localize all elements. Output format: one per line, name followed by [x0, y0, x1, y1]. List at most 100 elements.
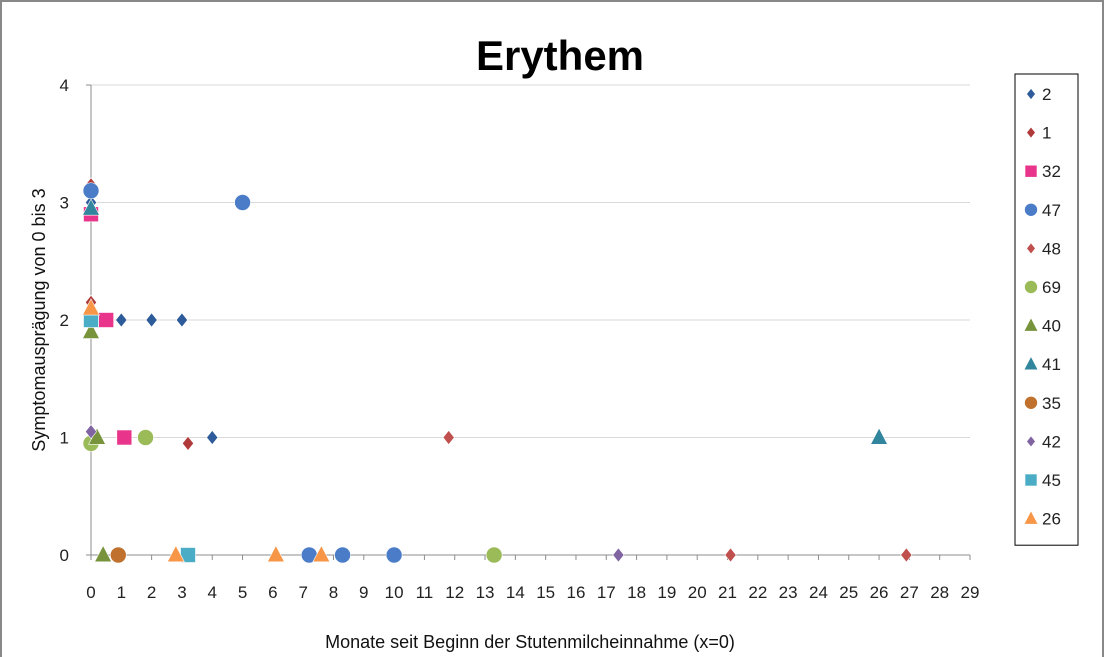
series-41: [82, 198, 889, 445]
legend-label-48: 48: [1042, 239, 1061, 258]
legend-item-45: 45: [1024, 471, 1061, 490]
legend-item-48: 48: [1026, 239, 1061, 258]
legend-marker-48: [1026, 242, 1036, 255]
x-tick-label-22: 22: [748, 583, 767, 602]
x-tick-label-21: 21: [718, 583, 737, 602]
x-tick-label-1: 1: [117, 583, 126, 602]
legend-marker-45: [1024, 473, 1038, 487]
point-series-41-0: [82, 198, 100, 216]
point-series-1-2: [182, 435, 194, 451]
series-26: [82, 298, 331, 563]
point-series-41-1: [870, 427, 889, 445]
legend-marker-69: [1024, 280, 1038, 294]
x-tick-label-17: 17: [597, 583, 616, 602]
x-tick-label-14: 14: [506, 583, 525, 602]
point-series-48-2: [900, 547, 913, 563]
x-tick-label-6: 6: [268, 583, 277, 602]
point-series-40-0: [82, 321, 100, 339]
point-series-26-1: [166, 545, 185, 563]
point-series-40-2: [94, 545, 113, 563]
point-series-35-0: [109, 546, 127, 564]
series-48: [442, 430, 913, 563]
legend-marker-41: [1023, 355, 1039, 371]
point-series-26-3: [312, 545, 331, 563]
x-tick-label-23: 23: [779, 583, 798, 602]
point-series-2-4: [206, 430, 219, 445]
legend-label-40: 40: [1042, 317, 1061, 336]
y-tick-label-3: 3: [60, 194, 69, 213]
legend-label-69: 69: [1042, 278, 1061, 297]
x-tick-label-0: 0: [86, 583, 95, 602]
data-points: [82, 177, 913, 564]
legend-label-1: 1: [1042, 124, 1051, 143]
legend-item-32: 32: [1024, 162, 1061, 181]
point-series-32-1: [98, 312, 114, 328]
point-series-48-1: [724, 547, 737, 563]
series-47: [82, 182, 403, 564]
x-tick-label-13: 13: [476, 583, 495, 602]
point-series-2-2: [145, 312, 158, 328]
x-tick-labels: 0 1 2 3 4 5 6 7 8 9 10 11 12 13 14 15 16 17 18 19 20 21 22 23 24…: [86, 555, 979, 602]
legend-label-47: 47: [1042, 201, 1061, 220]
point-series-2-1: [115, 312, 128, 328]
series-69: [82, 429, 503, 564]
point-series-47-0: [82, 182, 100, 200]
y-axis-title: Symptomausprägung von 0 bis 3: [29, 188, 49, 451]
x-tick-label-8: 8: [329, 583, 338, 602]
legend-marker-26: [1023, 510, 1039, 525]
legend-label-32: 32: [1042, 162, 1061, 181]
gridlines: [91, 84, 970, 438]
legend-marker-42: [1026, 435, 1036, 448]
legend-label-26: 26: [1042, 510, 1061, 529]
point-series-2-3: [175, 312, 188, 328]
x-tick-label-3: 3: [177, 583, 186, 602]
x-tick-label-28: 28: [930, 583, 949, 602]
legend-label-42: 42: [1042, 432, 1061, 451]
legend-label-41: 41: [1042, 355, 1061, 374]
legend-marker-35: [1024, 395, 1038, 410]
legend-item-26: 26: [1023, 510, 1061, 529]
x-tick-label-25: 25: [839, 583, 858, 602]
point-series-42-0: [85, 424, 97, 440]
point-series-26-0: [82, 298, 100, 316]
x-tick-label-29: 29: [961, 583, 980, 602]
x-tick-label-12: 12: [445, 583, 464, 602]
x-tick-label-19: 19: [657, 583, 676, 602]
y-tick-label-2: 2: [60, 311, 69, 330]
legend-item-40: 40: [1023, 317, 1061, 336]
x-tick-label-18: 18: [627, 583, 646, 602]
y-tick-label-1: 1: [60, 429, 69, 448]
point-series-47-3: [334, 546, 351, 564]
legend-label-45: 45: [1042, 471, 1061, 490]
legend-item-1: 1: [1026, 124, 1051, 143]
point-series-69-2: [485, 546, 503, 564]
y-tick-label-4: 4: [60, 76, 69, 95]
x-tick-label-20: 20: [688, 583, 707, 602]
x-tick-label-16: 16: [567, 583, 586, 602]
x-tick-label-5: 5: [238, 583, 247, 602]
x-tick-label-2: 2: [147, 583, 156, 602]
legend-box: [1014, 73, 1079, 546]
point-series-48-0: [442, 430, 455, 445]
legend-label-2: 2: [1042, 85, 1051, 104]
point-series-47-4: [385, 546, 403, 564]
legend: 2 1 32 47 48 69 40 41 35 42 45 26: [1014, 73, 1079, 546]
x-tick-label-11: 11: [416, 583, 434, 602]
y-tick-label-0: 0: [60, 546, 69, 565]
legend-item-2: 2: [1026, 85, 1051, 104]
series-2: [85, 195, 219, 445]
legend-item-69: 69: [1024, 278, 1061, 297]
point-series-26-2: [266, 545, 285, 563]
series-40: [82, 321, 113, 563]
legend-label-35: 35: [1042, 394, 1061, 413]
legend-item-41: 41: [1023, 355, 1061, 374]
point-series-69-1: [137, 429, 154, 446]
x-tick-label-15: 15: [536, 583, 555, 602]
x-tick-label-7: 7: [298, 583, 307, 602]
legend-marker-32: [1024, 164, 1038, 178]
series-45: [83, 312, 196, 563]
point-series-42-1: [612, 547, 625, 563]
x-tick-label-4: 4: [208, 583, 217, 602]
